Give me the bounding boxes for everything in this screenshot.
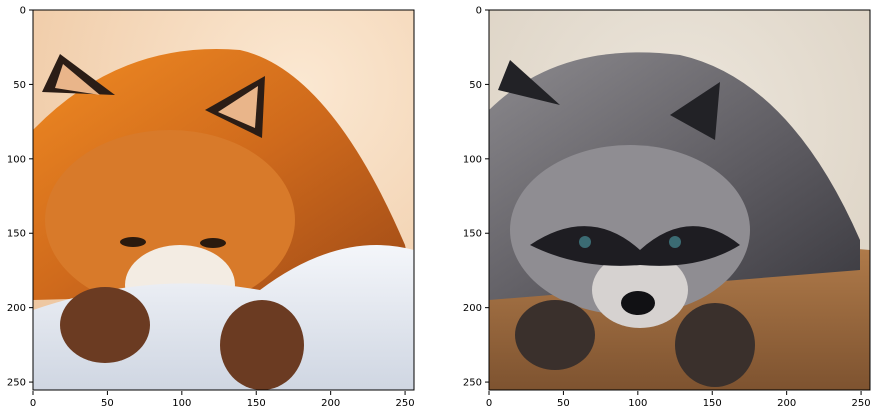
fox-image (33, 10, 414, 390)
y-tick-label: 150 (7, 229, 26, 240)
x-tick-label: 150 (247, 398, 266, 409)
y-tick-label: 50 (13, 80, 26, 91)
y-tick-label: 0 (20, 6, 26, 17)
y-tick-label: 200 (7, 303, 26, 314)
x-tick-label: 50 (557, 398, 570, 409)
y-tick-label: 50 (469, 80, 482, 91)
y-tick-label: 100 (7, 154, 26, 165)
y-tick-label: 250 (7, 378, 26, 389)
x-tick-label: 200 (321, 398, 340, 409)
axes-frame (32, 9, 415, 391)
x-tick-label: 100 (628, 398, 647, 409)
x-tick-label: 150 (703, 398, 722, 409)
x-tick-label: 50 (101, 398, 114, 409)
y-tick-label: 250 (463, 378, 482, 389)
x-tick-label: 0 (486, 398, 492, 409)
axis-ticks: 0 50 100 150 200 250 0 50 100 150 200 250 (463, 6, 871, 410)
raccoon-image (489, 10, 870, 390)
y-tick-label: 150 (463, 229, 482, 240)
x-tick-label: 0 (30, 398, 36, 409)
axis-ticks: 0 50 100 150 200 250 0 50 100 150 200 250 (7, 6, 415, 410)
y-tick-label: 100 (463, 154, 482, 165)
panel-raccoon: 0 50 100 150 200 250 0 50 100 150 200 250 (463, 6, 871, 410)
y-tick-label: 200 (463, 303, 482, 314)
x-tick-label: 250 (396, 398, 415, 409)
x-tick-label: 250 (852, 398, 871, 409)
panel-fox: 0 50 100 150 200 250 0 50 100 150 200 250 (7, 6, 415, 410)
axes-frame (488, 9, 871, 391)
x-tick-label: 200 (777, 398, 796, 409)
y-tick-label: 0 (476, 6, 482, 17)
x-tick-label: 100 (172, 398, 191, 409)
